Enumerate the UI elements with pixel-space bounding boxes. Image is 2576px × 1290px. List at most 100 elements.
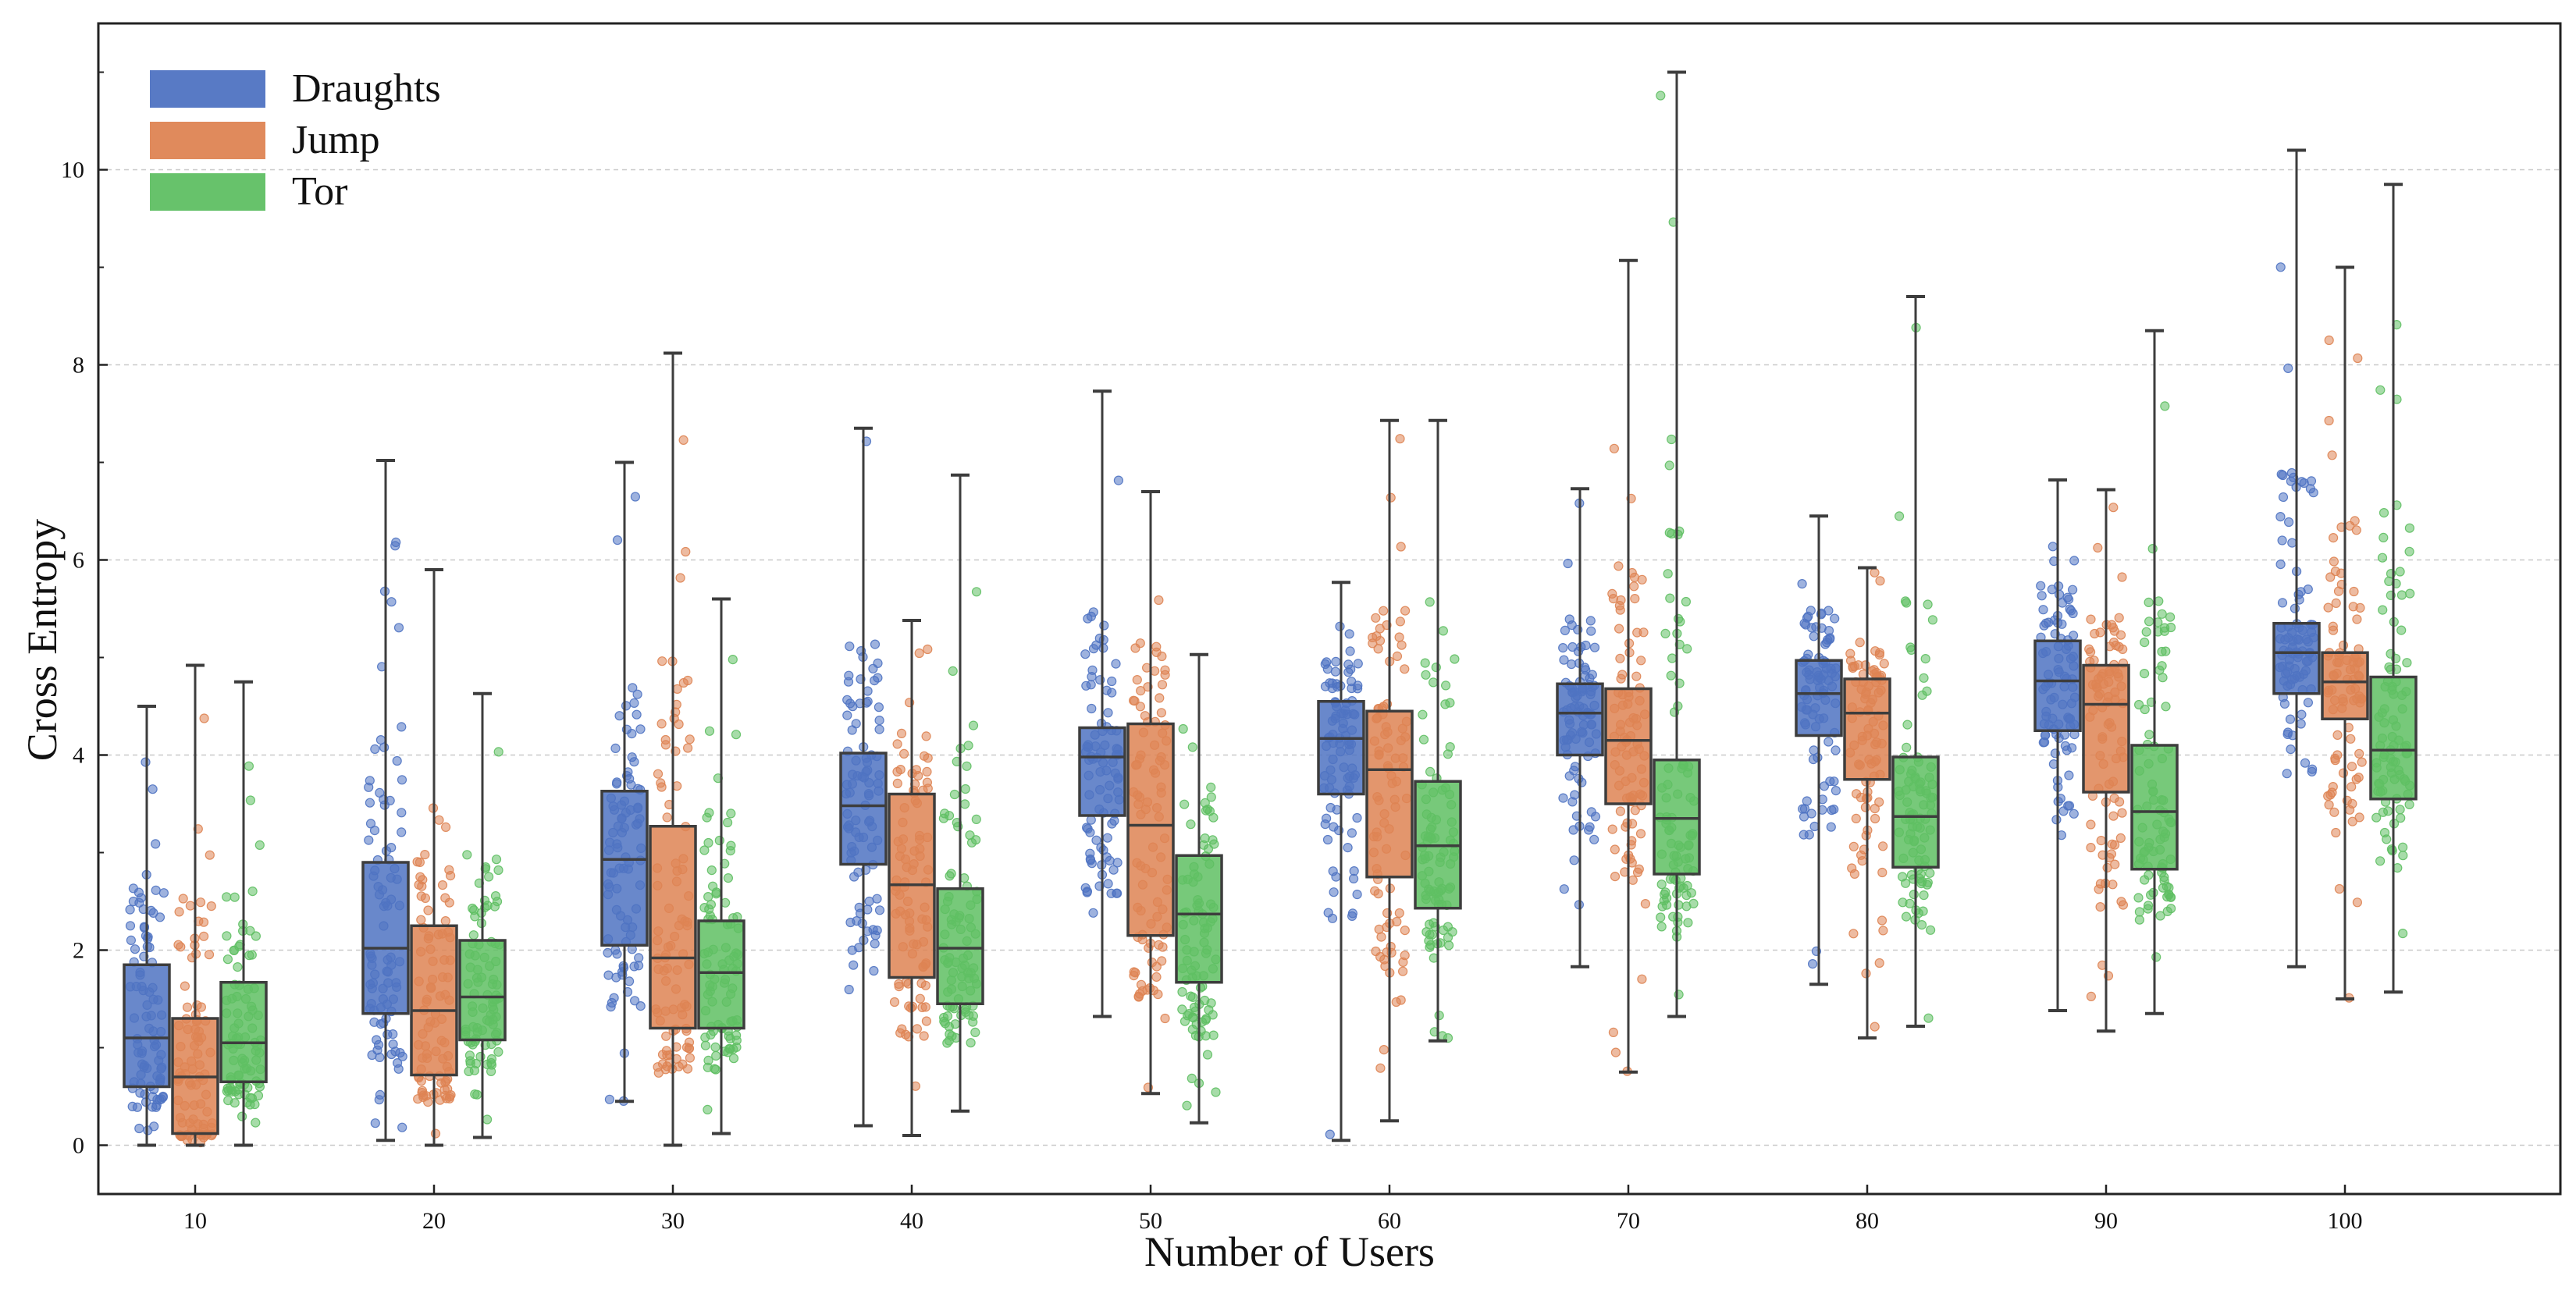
data-point-jump-80 [1870,646,1880,656]
data-point-jump-100 [2325,790,2336,800]
data-point-draughts-10 [151,885,161,895]
data-point-jump-100 [2354,748,2364,759]
data-point-tor-80 [1898,897,1908,908]
data-point-draughts-40 [874,724,884,734]
data-point-draughts-50 [1101,852,1112,862]
data-point-jump-20 [434,815,444,825]
data-point-jump-60 [1368,638,1378,649]
data-point-draughts-20 [393,623,404,633]
data-point-tor-60 [1418,734,1429,745]
data-point-tor-90 [2144,597,2154,608]
data-point-draughts-80 [1829,776,1839,787]
data-point-tor-90 [2155,911,2165,921]
data-point-tor-40 [965,830,975,840]
data-point-tor-60 [1440,681,1451,691]
data-point-jump-50 [1157,680,1168,690]
legend-swatch-tor [150,173,265,211]
x-tick-label-60: 60 [1378,1208,1401,1234]
data-point-tor-40 [968,1017,978,1027]
data-point-tor-20 [470,1089,480,1100]
data-point-tor-70 [1667,653,1678,663]
data-point-draughts-100 [2276,469,2286,479]
data-point-tor-90 [2134,907,2144,917]
data-point-jump-100 [2346,734,2356,744]
data-point-draughts-20 [370,1118,380,1128]
box-draughts-100 [2272,622,2321,695]
data-point-jump-40 [919,751,930,761]
data-point-tor-20 [469,1065,480,1075]
data-point-tor-80 [1906,645,1916,656]
data-point-tor-20 [482,1114,493,1125]
data-point-tor-100 [2404,799,2414,810]
data-point-draughts-60 [1344,629,1354,639]
data-point-tor-20 [468,930,479,940]
data-point-draughts-60 [1343,667,1354,677]
data-point-jump-10 [206,901,216,912]
data-point-draughts-80 [1831,785,1841,796]
data-point-tor-70 [1683,918,1693,928]
data-point-jump-100 [2349,586,2359,597]
data-point-jump-90 [2110,859,2120,869]
data-point-jump-40 [921,1016,932,1026]
data-point-tor-40 [939,1016,949,1026]
data-point-draughts-60 [1345,646,1355,656]
data-point-draughts-60 [1331,872,1341,882]
data-point-jump-100 [2350,516,2360,526]
data-point-jump-80 [1870,1022,1880,1032]
data-point-tor-40 [971,814,981,825]
x-tick-label-80: 80 [1856,1208,1879,1234]
data-point-draughts-30 [610,743,621,754]
data-point-draughts-10 [151,839,161,849]
data-point-tor-30 [726,808,736,819]
data-point-tor-90 [2157,661,2167,671]
data-point-jump-30 [685,1053,696,1063]
data-point-draughts-60 [1352,812,1362,823]
axis-layer: 0 2 4 6 8 10 10 20 30 40 50 60 70 80 90 100 [61,71,2363,1234]
data-point-draughts-50 [1091,640,1101,650]
data-point-tor-40 [959,799,970,809]
data-point-draughts-70 [1585,616,1596,626]
data-point-tor-90 [2143,904,2153,914]
data-point-draughts-40 [845,917,856,928]
box-jump-30 [649,825,697,1030]
data-point-draughts-70 [1585,673,1595,684]
data-point-draughts-80 [1806,808,1816,819]
data-point-tor-30 [731,730,742,740]
data-point-jump-60 [1373,644,1383,654]
data-point-tor-100 [2383,806,2393,816]
box-tor-20 [458,939,507,1042]
data-point-jump-100 [2334,883,2344,894]
data-point-tor-20 [493,747,503,757]
data-point-jump-30 [656,719,667,729]
data-point-draughts-20 [365,798,375,808]
data-point-jump-90 [2114,613,2124,623]
data-point-jump-90 [2086,991,2096,1002]
data-point-draughts-80 [1802,796,1812,806]
data-point-tor-40 [970,1027,980,1038]
data-point-jump-50 [1134,989,1145,999]
data-point-tor-80 [1919,673,1929,683]
data-point-tor-60 [1425,940,1436,951]
data-point-draughts-20 [388,1029,398,1039]
data-point-jump-100 [2354,812,2364,823]
data-point-draughts-90 [2051,815,2062,825]
data-point-tor-60 [1438,626,1449,636]
data-point-jump-100 [2355,602,2365,613]
data-point-jump-80 [1877,915,1888,926]
data-point-draughts-50 [1081,681,1091,691]
data-point-jump-50 [1151,972,1162,983]
data-point-tor-30 [703,837,713,848]
data-point-draughts-50 [1107,676,1117,687]
data-point-tor-100 [2404,546,2414,556]
data-point-jump-90 [2107,839,2117,849]
data-point-tor-10 [244,761,254,771]
data-point-jump-50 [1156,708,1167,718]
data-point-tor-70 [1664,460,1674,471]
data-point-tor-20 [483,872,494,882]
data-point-jump-10 [174,907,184,917]
data-point-tor-80 [1927,615,1937,625]
box-jump-50 [1126,722,1175,937]
data-point-draughts-80 [1829,804,1839,815]
data-point-draughts-50 [1103,708,1113,718]
data-point-tor-60 [1428,677,1439,688]
